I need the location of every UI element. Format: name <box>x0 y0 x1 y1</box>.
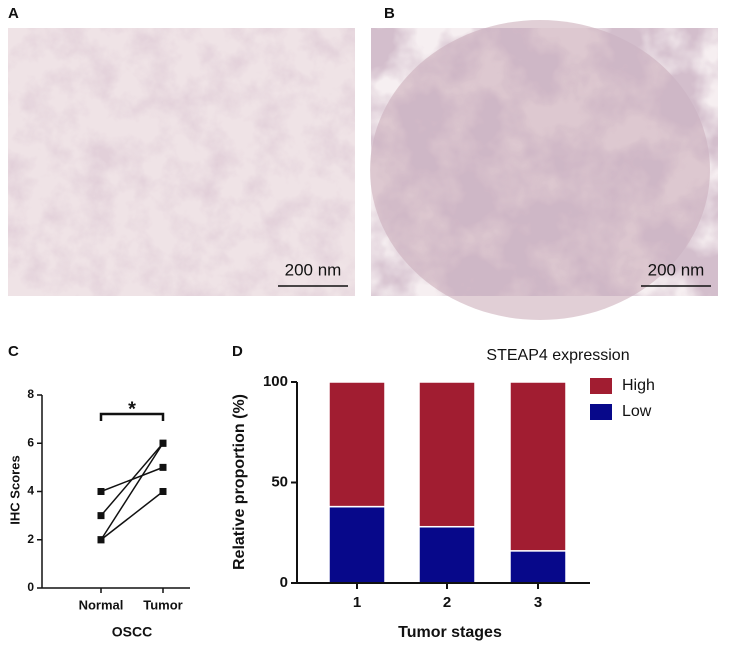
x-tick-label: 3 <box>534 594 542 611</box>
legend-swatch <box>590 378 612 394</box>
x-axis-label: OSCC <box>112 624 152 640</box>
y-tick-label: 6 <box>27 435 34 449</box>
x-axis-label: Tumor stages <box>398 624 502 641</box>
image-a <box>8 28 355 296</box>
y-tick-label: 4 <box>27 484 34 498</box>
series-line <box>100 442 164 517</box>
panel-label: B <box>384 5 395 22</box>
bar-segment <box>509 381 567 552</box>
panel-label: D <box>232 343 243 360</box>
marker <box>97 488 105 495</box>
y-tick-label: 2 <box>27 532 34 546</box>
bar-segment <box>328 381 386 508</box>
marker <box>159 439 167 447</box>
legend-title: STEAP4 expression <box>486 347 629 364</box>
significance-bracket <box>99 412 165 421</box>
scale-label: 200 nm <box>285 260 342 279</box>
x-tick-label: 1 <box>353 594 361 611</box>
x-tick-label: Tumor <box>143 597 182 612</box>
y-tick-label: 8 <box>27 387 34 401</box>
legend-label: Low <box>622 403 652 420</box>
bar-segment <box>418 525 476 584</box>
panel-label: C <box>8 343 19 360</box>
marker <box>97 536 105 544</box>
marker <box>97 512 105 520</box>
marker <box>159 488 167 495</box>
y-tick-label: 100 <box>263 373 288 390</box>
y-axis-label: Relative proportion (%) <box>231 394 248 570</box>
y-tick-label: 50 <box>271 473 288 490</box>
bar-segment <box>328 505 386 584</box>
legend-swatch <box>590 404 612 420</box>
series-line <box>100 490 164 541</box>
bar-segment <box>418 381 476 528</box>
image-b <box>370 20 718 320</box>
x-tick-label: 2 <box>443 594 451 611</box>
marker <box>159 463 167 471</box>
y-tick-label: 0 <box>27 580 34 594</box>
y-axis-label: IHC Scores <box>7 455 22 524</box>
legend-label: High <box>622 377 655 394</box>
annotation: * <box>128 398 136 420</box>
panel-label: A <box>8 5 19 22</box>
x-tick-label: Normal <box>79 597 124 612</box>
y-tick-label: 0 <box>280 574 288 591</box>
scale-label: 200 nm <box>648 260 705 279</box>
series-line <box>100 442 164 541</box>
bar-segment <box>509 550 567 584</box>
